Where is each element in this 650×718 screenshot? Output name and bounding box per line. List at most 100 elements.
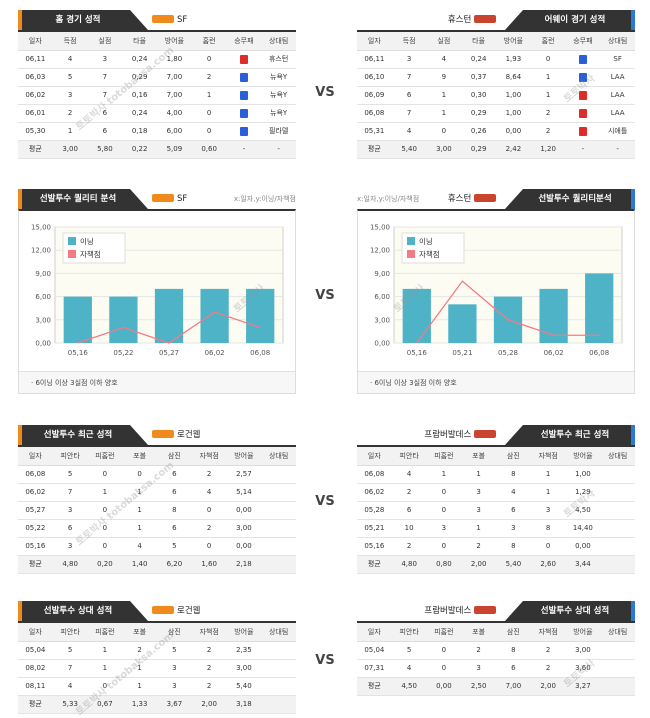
average-row: 평균 4,80 0,20 1,40 6,20 1,60 2,18 (18, 555, 296, 574)
table-cell: 2 (191, 68, 227, 87)
table-cell: 2,57 (226, 465, 262, 484)
column-header: 삼진 (157, 446, 192, 466)
table-cell: 7,00 (157, 68, 192, 87)
table-cell: 06,03 (18, 68, 53, 87)
win-icon (578, 126, 587, 136)
table-cell (600, 501, 635, 520)
table-cell: 뉴욕Y (261, 68, 296, 87)
bar-innings (63, 296, 92, 343)
table-cell: 07,31 (357, 659, 392, 678)
table-cell (600, 677, 635, 696)
table-cell: 2 (530, 104, 566, 123)
table-cell: 4 (391, 659, 427, 678)
table-row: 05,27 3 0 1 8 0 0,00 (18, 501, 296, 520)
table-cell: 6 (157, 483, 192, 502)
result-cell (565, 104, 601, 123)
table-cell: 5,40 (496, 555, 531, 574)
table-cell: 2 (391, 537, 427, 556)
table-cell: 0 (191, 501, 227, 520)
column-header: 방어율 (496, 31, 531, 51)
table-cell: - (565, 140, 601, 159)
table-cell: 시애틀 (600, 122, 635, 141)
table-row: 06,10 7 9 0,37 8,64 1 LAA (357, 68, 635, 87)
vs-left-panel: 선발투수 상대 성적 로건웹 일자 피안타 피홈런 포볼 삼진 자책점 방어율 상대팀 05,0… (18, 601, 296, 714)
pitcher-label: 로건웹 (152, 601, 200, 621)
table-cell: - (226, 140, 262, 159)
table-row: 05,31 4 0 0,26 0,00 2 시애틀 (357, 122, 635, 141)
table-cell: 6 (496, 501, 531, 520)
table-cell: 0,00 (496, 122, 531, 141)
result-cell (565, 86, 601, 105)
loss-icon (239, 90, 248, 100)
table-cell: 3 (461, 501, 496, 520)
vs-right-table: 일자 피안타 피홈런 포볼 삼진 자책점 방어율 상대팀 05,04 5 0 2 8 2 3,00 07,31… (357, 621, 635, 696)
column-header: 방어율 (226, 446, 262, 466)
line-earned-runs (416, 280, 600, 344)
table-cell: 0,24 (461, 50, 496, 69)
y-tick-label: 12,00 (31, 247, 51, 255)
table-cell: 6 (87, 104, 123, 123)
column-header: 실점 (87, 31, 123, 51)
quality-right-panel: x:일자,y:이닝/자책점 휴스턴 선발투수 퀄리티분석 0,00 3,00 6,0… (357, 189, 635, 394)
table-cell: 5,80 (87, 140, 123, 159)
table-cell: 3,00 (426, 140, 462, 159)
bar-innings (246, 288, 275, 343)
table-cell: 5 (157, 537, 192, 556)
table-cell: 0 (122, 465, 157, 484)
legend-label: 이닝 (419, 236, 433, 246)
column-header: 일자 (18, 446, 53, 466)
table-cell: LAA (600, 68, 635, 87)
table-cell: LAA (600, 86, 635, 105)
team-label: 휴스턴 (448, 10, 499, 30)
vs-left-tab: 선발투수 상대 성적 (18, 601, 148, 621)
table-cell: 1 (87, 659, 123, 678)
table-cell: 1,80 (157, 50, 192, 69)
column-header: 상대팀 (600, 446, 635, 466)
x-tick-label: 05,16 (407, 349, 428, 357)
win-icon (578, 108, 587, 118)
legend-label: 이닝 (80, 236, 94, 246)
table-row: 05,16 3 0 4 5 0 0,00 (18, 537, 296, 556)
table-cell: 2,60 (530, 555, 566, 574)
table-cell: 5 (52, 641, 88, 660)
table-cell: 2 (461, 537, 496, 556)
x-tick-label: 05,22 (113, 349, 133, 357)
x-tick-label: 05,27 (159, 349, 179, 357)
average-row: 평균 4,50 0,00 2,50 7,00 2,00 3,27 (357, 677, 635, 696)
table-cell: 1 (530, 68, 566, 87)
table-cell: 3,00 (52, 140, 88, 159)
column-header: 자책점 (530, 446, 566, 466)
table-cell: 2 (191, 641, 227, 660)
table-cell: 1,29 (565, 483, 601, 502)
table-cell (600, 555, 635, 574)
table-cell: 05,21 (357, 519, 392, 538)
x-tick-label: 05,21 (452, 349, 472, 357)
column-header: 승무패 (565, 31, 601, 51)
column-header: 포볼 (461, 446, 496, 466)
table-cell: 10 (391, 519, 427, 538)
table-cell: 0 (87, 537, 123, 556)
column-header: 방어율 (226, 622, 262, 642)
astros-logo-icon (474, 429, 496, 438)
column-header: 타율 (461, 31, 496, 51)
table-cell: 6,20 (157, 555, 192, 574)
table-cell: 3,27 (565, 677, 601, 696)
table-cell: 2 (191, 465, 227, 484)
table-cell: 1 (426, 465, 462, 484)
giants-logo-icon (152, 14, 174, 23)
column-header: 홈런 (530, 31, 566, 51)
table-cell: 평균 (18, 555, 53, 574)
table-cell: 0 (530, 537, 566, 556)
table-cell: 1,93 (496, 50, 531, 69)
result-cell (226, 50, 262, 69)
table-cell: 평균 (357, 140, 392, 159)
table-cell (600, 641, 635, 660)
table-cell: 7 (391, 104, 427, 123)
column-header: 득점 (52, 31, 88, 51)
table-cell: 05,16 (18, 537, 53, 556)
table-cell: 3 (496, 519, 531, 538)
table-cell: 2,00 (530, 677, 566, 696)
table-row: 06,02 7 1 1 6 4 5,14 (18, 483, 296, 502)
loss-icon (239, 72, 248, 82)
table-cell: 0 (426, 659, 462, 678)
